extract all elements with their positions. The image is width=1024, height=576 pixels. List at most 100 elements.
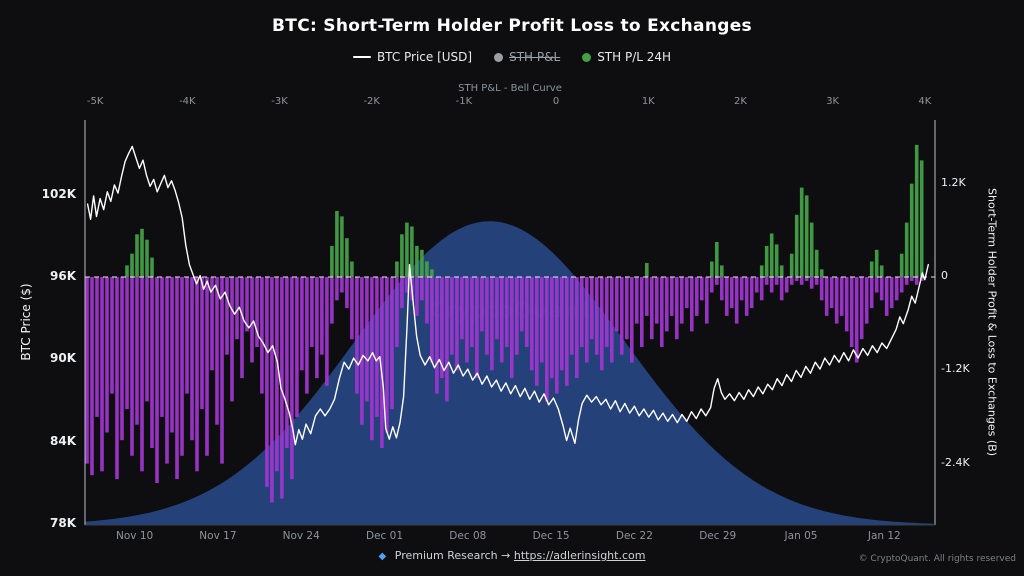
loss-bar bbox=[415, 277, 419, 316]
profit-bar bbox=[130, 253, 134, 277]
loss-bar bbox=[849, 277, 854, 347]
profit-bar bbox=[335, 211, 339, 278]
loss-bar bbox=[550, 277, 554, 379]
legend-item-btc-price-usd[interactable]: BTC Price [USD] bbox=[352, 50, 472, 64]
loss-bar bbox=[904, 277, 909, 285]
loss-bar bbox=[360, 277, 364, 425]
loss-bar bbox=[440, 277, 444, 379]
footer: ◆ Premium Research → https://adlerinsigh… bbox=[0, 549, 1024, 562]
loss-bar bbox=[759, 277, 764, 301]
loss-bar bbox=[420, 277, 424, 301]
loss-bar bbox=[665, 277, 669, 332]
loss-bar bbox=[180, 277, 184, 456]
loss-bar bbox=[485, 277, 489, 355]
loss-bar bbox=[115, 277, 119, 480]
profit-bar bbox=[395, 261, 399, 277]
loss-bar bbox=[165, 277, 169, 464]
loss-bar bbox=[95, 277, 99, 417]
loss-bar bbox=[405, 277, 409, 293]
left-axis-title: BTC Price ($) bbox=[19, 283, 33, 361]
loss-bar bbox=[355, 277, 359, 394]
loss-bar bbox=[784, 277, 789, 293]
loss-bar bbox=[834, 277, 839, 324]
loss-bar bbox=[605, 277, 609, 347]
loss-bar bbox=[500, 277, 504, 363]
loss-bar bbox=[625, 277, 629, 340]
loss-bar bbox=[505, 277, 509, 347]
profit-bar bbox=[430, 269, 434, 278]
loss-bar bbox=[225, 277, 229, 355]
top-axis-title: STH P&L - Bell Curve bbox=[458, 83, 562, 94]
profit-bar bbox=[150, 257, 154, 277]
loss-bar bbox=[630, 277, 634, 363]
loss-bar bbox=[585, 277, 589, 363]
loss-bar bbox=[155, 277, 159, 483]
profit-bar bbox=[809, 222, 814, 277]
loss-bar bbox=[859, 277, 864, 340]
loss-bar bbox=[275, 277, 279, 472]
profit-bar bbox=[405, 222, 409, 277]
loss-bar bbox=[670, 277, 674, 316]
loss-bar bbox=[300, 277, 304, 371]
profit-bar bbox=[140, 228, 144, 277]
loss-bar bbox=[250, 277, 254, 363]
loss-bar bbox=[914, 277, 919, 285]
loss-bar bbox=[370, 277, 374, 441]
loss-bar bbox=[105, 277, 109, 433]
legend-item-sth-p-l[interactable]: STH P&L bbox=[494, 50, 560, 64]
profit-bar bbox=[794, 214, 799, 277]
loss-bar bbox=[620, 277, 624, 355]
btc-price-line bbox=[86, 145, 929, 446]
dot-marker-icon bbox=[494, 52, 504, 62]
loss-bar bbox=[145, 277, 149, 402]
loss-bar bbox=[365, 277, 369, 402]
loss-bar bbox=[140, 277, 144, 472]
loss-bar bbox=[874, 277, 879, 293]
profit-bar bbox=[340, 216, 344, 277]
legend-label: STH P/L 24H bbox=[597, 50, 672, 64]
profit-bar bbox=[350, 261, 354, 277]
loss-bar bbox=[650, 277, 654, 340]
loss-bar bbox=[450, 277, 454, 355]
loss-bar bbox=[220, 277, 224, 464]
loss-bar bbox=[330, 277, 334, 324]
loss-bar bbox=[400, 277, 404, 309]
diamond-icon: ◆ bbox=[378, 551, 387, 562]
profit-bar bbox=[769, 233, 774, 277]
dot-marker-icon bbox=[582, 52, 592, 62]
loss-bar bbox=[854, 277, 859, 363]
loss-bar bbox=[200, 277, 204, 410]
loss-bar bbox=[465, 277, 469, 363]
loss-bar bbox=[710, 277, 714, 293]
loss-bar bbox=[744, 277, 749, 316]
profit-bar bbox=[814, 249, 819, 277]
footer-link[interactable]: https://adlerinsight.com bbox=[513, 549, 646, 562]
loss-bar bbox=[445, 277, 449, 402]
loss-bar bbox=[789, 277, 794, 285]
loss-bar bbox=[190, 277, 194, 441]
loss-bar bbox=[590, 277, 594, 340]
loss-bar bbox=[725, 277, 729, 316]
loss-bar bbox=[720, 277, 724, 301]
loss-bar bbox=[125, 277, 129, 410]
loss-bar bbox=[749, 277, 754, 309]
legend-item-sth-p-l-24h[interactable]: STH P/L 24H bbox=[582, 50, 671, 64]
profit-bar bbox=[145, 239, 149, 277]
line-marker-icon bbox=[352, 56, 371, 58]
loss-bar bbox=[135, 277, 139, 425]
loss-bar bbox=[490, 277, 494, 371]
loss-bar bbox=[535, 277, 539, 386]
loss-bar bbox=[879, 277, 884, 301]
loss-bar bbox=[270, 277, 274, 503]
loss-bar bbox=[175, 277, 179, 480]
loss-bar bbox=[690, 277, 694, 332]
profit-bar bbox=[715, 242, 719, 277]
loss-bar bbox=[545, 277, 549, 402]
loss-bar bbox=[460, 277, 464, 340]
profit-bar bbox=[904, 222, 909, 277]
loss-bar bbox=[120, 277, 124, 441]
loss-bar bbox=[185, 277, 189, 394]
loss-bar bbox=[610, 277, 614, 363]
